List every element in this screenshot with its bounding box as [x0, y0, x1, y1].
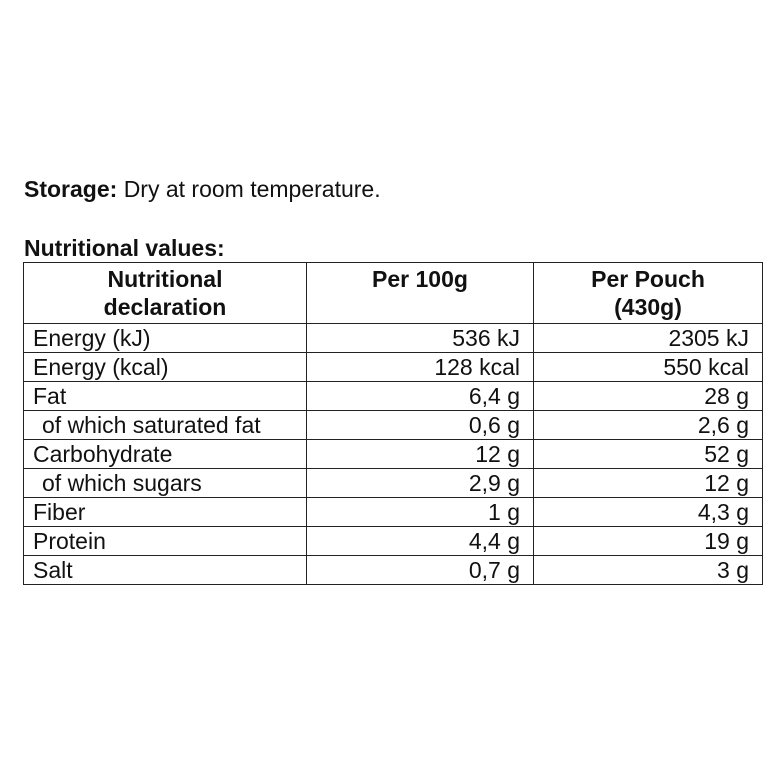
nutrient-name-cell: Energy (kJ) [23, 323, 307, 353]
per-100g-value-cell: 0,7 g [306, 555, 534, 585]
table-row: Protein 4,4 g 19 g [23, 526, 763, 556]
table-row: Fiber 1 g 4,3 g [23, 497, 763, 527]
per-100g-value-cell: 128 kcal [306, 352, 534, 382]
header-declaration-line2: declaration [103, 294, 227, 320]
table-row: Energy (kcal) 128 kcal 550 kcal [23, 352, 763, 382]
header-nutritional-declaration: Nutritional declaration [23, 262, 307, 324]
per-pouch-value-cell: 12 g [533, 468, 763, 498]
header-declaration-line1: Nutritional [107, 266, 223, 292]
nutritional-values-title: Nutritional values: [24, 235, 225, 261]
nutrition-table: Nutritional declaration Per 100g Per Pou… [23, 262, 763, 585]
per-100g-value-cell: 0,6 g [306, 410, 534, 440]
per-pouch-value-cell: 19 g [533, 526, 763, 556]
storage-label: Storage: [24, 176, 118, 202]
table-row: Energy (kJ) 536 kJ 2305 kJ [23, 323, 763, 353]
per-100g-value-cell: 1 g [306, 497, 534, 527]
per-pouch-value-cell: 550 kcal [533, 352, 763, 382]
table-header-row: Nutritional declaration Per 100g Per Pou… [23, 262, 763, 324]
storage-text: Dry at room temperature. [123, 176, 381, 202]
header-per-pouch-line2: (430g) [614, 294, 682, 320]
per-100g-value-cell: 12 g [306, 439, 534, 469]
nutrient-name-cell: Salt [23, 555, 307, 585]
header-per-pouch-line1: Per Pouch [591, 266, 705, 292]
nutrient-name-cell: Fiber [23, 497, 307, 527]
nutrient-name-cell: Protein [23, 526, 307, 556]
per-pouch-value-cell: 52 g [533, 439, 763, 469]
per-pouch-value-cell: 2,6 g [533, 410, 763, 440]
per-pouch-value-cell: 4,3 g [533, 497, 763, 527]
storage-line: Storage: Dry at room temperature. [24, 174, 381, 204]
header-per100g-label: Per 100g [372, 266, 468, 292]
per-100g-value-cell: 4,4 g [306, 526, 534, 556]
nutrient-name-cell: Fat [23, 381, 307, 411]
table-row: of which sugars 2,9 g 12 g [23, 468, 763, 498]
table-row: of which saturated fat 0,6 g 2,6 g [23, 410, 763, 440]
nutrient-name-cell: of which sugars [23, 468, 307, 498]
nutrition-table-body: Energy (kJ) 536 kJ 2305 kJ Energy (kcal) 128… [23, 323, 763, 585]
table-row: Fat 6,4 g 28 g [23, 381, 763, 411]
per-100g-value-cell: 2,9 g [306, 468, 534, 498]
per-100g-value-cell: 6,4 g [306, 381, 534, 411]
table-row: Carbohydrate 12 g 52 g [23, 439, 763, 469]
header-per-pouch: Per Pouch (430g) [533, 262, 763, 324]
nutrient-name-cell: Energy (kcal) [23, 352, 307, 382]
header-per-100g: Per 100g [306, 262, 534, 324]
per-100g-value-cell: 536 kJ [306, 323, 534, 353]
per-pouch-value-cell: 2305 kJ [533, 323, 763, 353]
per-pouch-value-cell: 3 g [533, 555, 763, 585]
per-pouch-value-cell: 28 g [533, 381, 763, 411]
nutrient-name-cell: of which saturated fat [23, 410, 307, 440]
nutrient-name-cell: Carbohydrate [23, 439, 307, 469]
